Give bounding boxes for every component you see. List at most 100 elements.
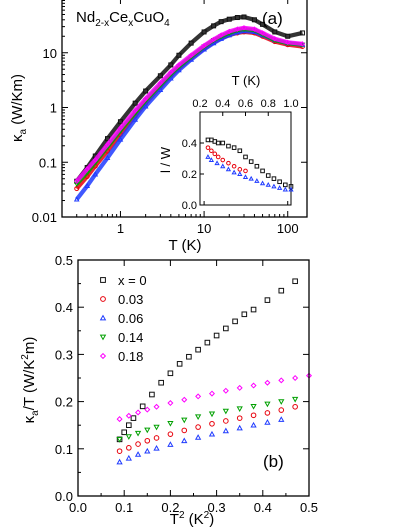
xlabel-t: T — [170, 511, 179, 528]
ylabel-b-sup-2: 2 — [20, 354, 31, 360]
panel-a-point — [157, 73, 163, 79]
panel-b-ylabel: κa/T (W/K2m) — [20, 337, 41, 424]
panel-b-ticks: 0.0 0.1 0.2 0.3 0.4 0.5 0.0 0.1 0.2 0.3 0.4 0.5 — [55, 253, 318, 515]
panel-a-point — [117, 125, 124, 131]
panel-a-point — [104, 141, 111, 148]
legend-label: 0.03 — [118, 292, 143, 307]
panel-a-point — [251, 26, 258, 32]
panel-a-ytick-label: 1 — [50, 101, 57, 116]
panel-b-point — [130, 415, 137, 421]
panel-b-point — [250, 421, 257, 428]
panel-b-point — [222, 408, 229, 415]
formula-sub-2-x: 2-x — [95, 18, 109, 29]
panel-b-point — [278, 399, 285, 405]
panel-b-xtick-label: 0.1 — [115, 500, 133, 515]
inset-point — [212, 151, 218, 157]
panel-b-point — [116, 458, 123, 465]
panel-b-point — [250, 403, 257, 410]
inset-point — [248, 175, 254, 181]
panel-a-label: (a) — [262, 9, 283, 28]
panel-a-point — [92, 157, 98, 163]
legend-marker — [99, 352, 107, 360]
panel-a-point — [226, 28, 232, 35]
panel-b-point — [167, 420, 174, 427]
panel-b-point — [223, 418, 229, 424]
panel-b-point — [144, 406, 151, 413]
panel-b-point — [116, 437, 123, 443]
panel-b-point — [125, 454, 132, 461]
inset-point — [271, 183, 277, 189]
inset-point — [231, 163, 237, 169]
inset-point — [226, 160, 231, 166]
inset-series-2 — [205, 154, 294, 192]
panel-a-point — [234, 15, 240, 21]
xlabel-units-close: ) — [209, 511, 214, 528]
inset-series-1 — [205, 145, 248, 174]
panel-a-point — [168, 62, 174, 68]
inset-point — [231, 169, 237, 175]
inset-point — [243, 154, 248, 160]
panel-b-point — [153, 424, 160, 431]
inset-point — [209, 148, 214, 154]
panel-b-series-3 — [116, 396, 299, 443]
panel-a-ytick-label: 10 — [43, 46, 57, 61]
panel-b-point — [292, 403, 298, 410]
panel-b-point — [158, 379, 164, 386]
panel-b-point — [181, 417, 188, 424]
panel-b-series-1 — [116, 403, 298, 454]
panel-b-point — [291, 396, 299, 403]
panel-a-point — [176, 62, 182, 68]
panel-a-xtick-label: 1 — [117, 221, 124, 236]
panel-a-point — [168, 69, 174, 75]
panel-b-point — [278, 287, 285, 294]
panel-b-point — [116, 416, 123, 423]
panel-b-point — [135, 441, 141, 447]
panel-b-point — [264, 297, 271, 303]
panel-b-point — [278, 416, 285, 422]
formula-ce: Ce — [109, 9, 128, 26]
panel-a-point — [157, 86, 164, 92]
legend-label: 0.14 — [118, 330, 143, 345]
panel-a-series-4 — [74, 25, 306, 184]
panel-a-point — [210, 36, 217, 43]
inset-point — [288, 186, 294, 192]
panel-b-point — [134, 451, 142, 457]
panel-b-xtick-label: 0.3 — [208, 500, 226, 515]
panel-b-point — [250, 382, 257, 389]
panel-a-point — [105, 136, 111, 142]
panel-b-point — [144, 437, 151, 444]
panel-a-point — [73, 181, 80, 188]
panel-b-series — [116, 278, 313, 465]
panel-b-point — [292, 374, 299, 382]
panel-b-point — [264, 379, 271, 386]
panel-b-ytick-label: 0.5 — [55, 253, 73, 268]
panel-a-point — [260, 21, 266, 27]
panel-b-label: (b) — [263, 452, 284, 471]
panel-b-point — [195, 393, 202, 400]
panel-a-point — [117, 136, 124, 142]
panel-a-point — [211, 23, 217, 29]
panel-b-point — [144, 447, 151, 454]
panel-b-xlabel: T2 (K2) — [170, 510, 214, 528]
panel-a-point — [218, 19, 224, 25]
panel-a-point — [167, 75, 174, 81]
inset-point — [237, 148, 243, 154]
panel-b-point — [153, 403, 160, 410]
panel-b-xtick-label: 0.0 — [69, 500, 87, 515]
panel-b-point — [125, 434, 132, 440]
panel-a-point — [143, 88, 149, 94]
panel-a-ytick-label: 0.1 — [39, 155, 57, 170]
panel-a-xtick-label: 10 — [197, 221, 211, 236]
panel-b-point — [250, 306, 257, 313]
panel-a-point — [188, 40, 194, 46]
legend-marker — [100, 296, 106, 302]
panel-b-point — [194, 434, 202, 440]
panel-a-point — [142, 103, 149, 109]
inset-ytick-label: 0.2 — [182, 169, 197, 181]
legend-marker — [99, 314, 107, 321]
inset-xtick-label: 0.6 — [238, 98, 253, 110]
panel-a-point — [157, 80, 164, 86]
panel-a-point — [104, 154, 111, 161]
inset-xtick-label: 0.2 — [192, 98, 207, 110]
ylabel-b-sub-a: a — [30, 410, 41, 416]
